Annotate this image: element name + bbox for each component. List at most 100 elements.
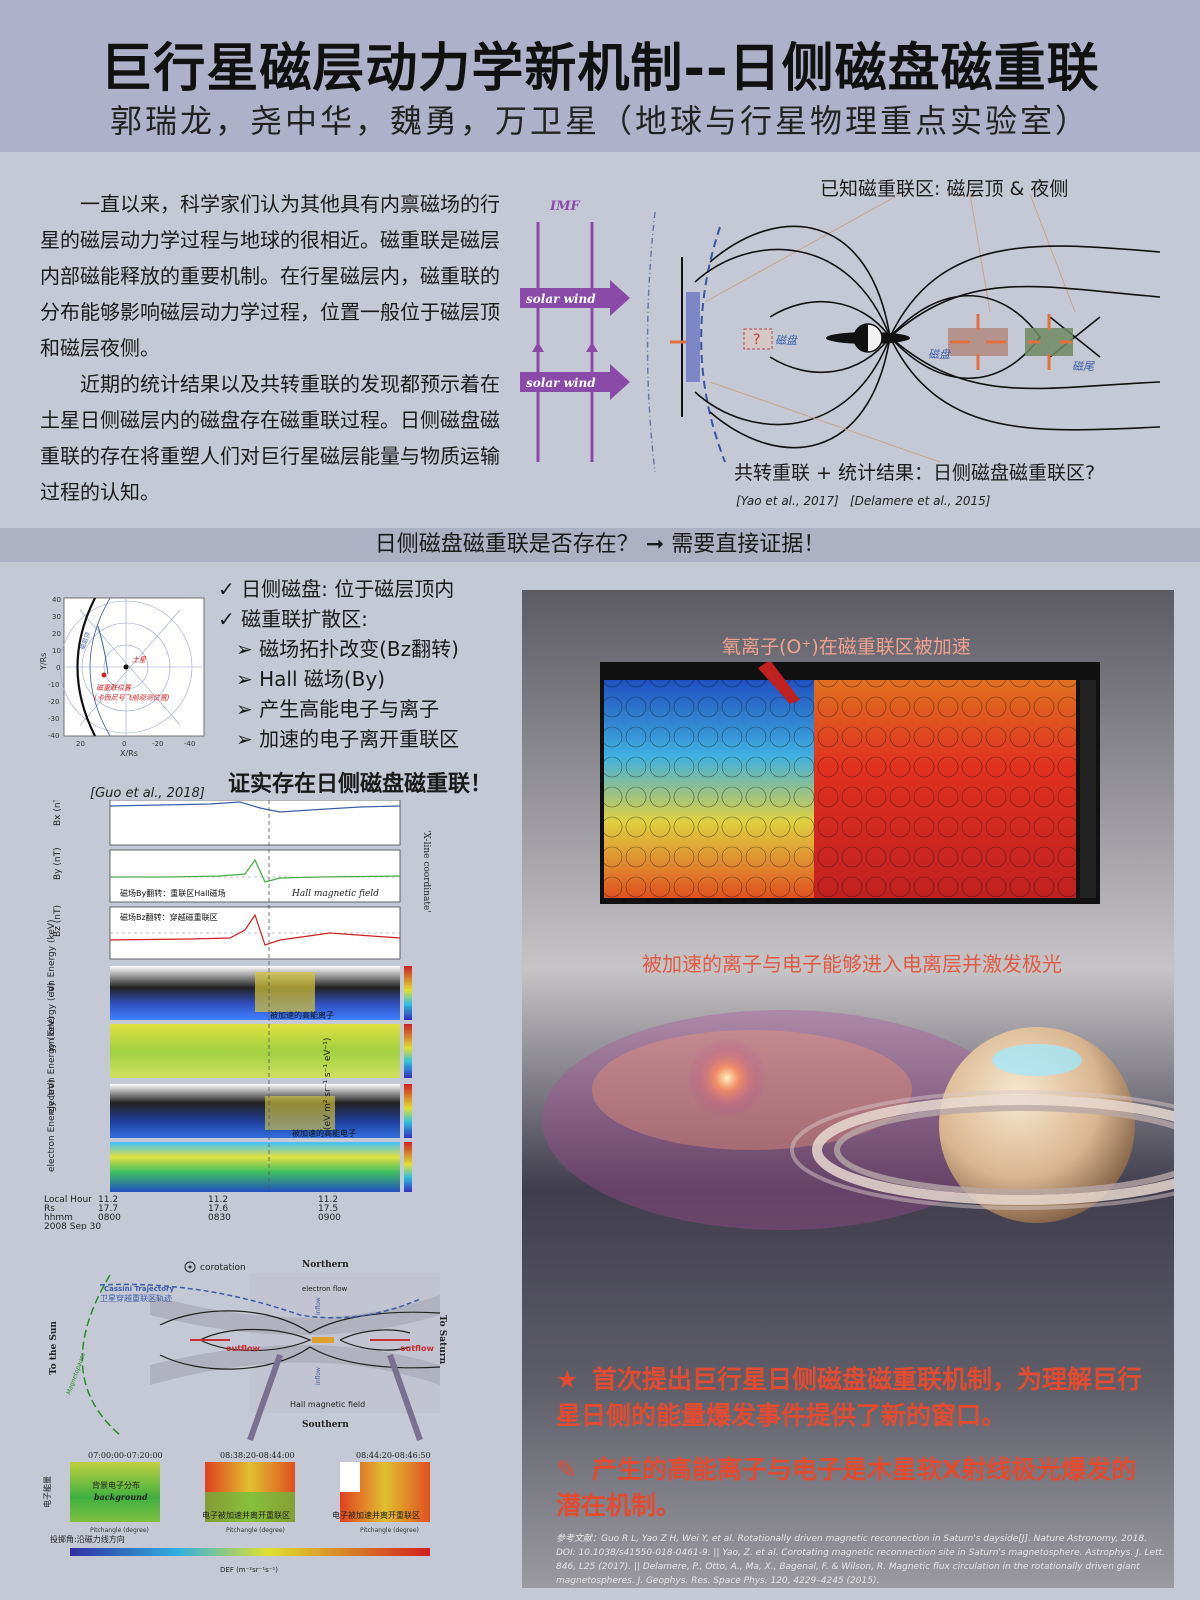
- ytick: 30: [52, 613, 61, 621]
- orbit-ylabel: Y/Rs: [40, 653, 48, 671]
- tail-label: 磁尾: [1072, 360, 1095, 373]
- time-tick: 17.5: [318, 1204, 338, 1214]
- pad-time-3: 08:44:20-08:46:50: [356, 1451, 431, 1460]
- xtick: 0: [122, 740, 126, 748]
- references: 参考文献：Guo R L, Yao Z H, Wei Y, et al. Rot…: [556, 1534, 1165, 1586]
- check-sub-1: ➢ 磁场拓扑改变(Bz翻转): [236, 637, 459, 661]
- ion-kev-label: ion Energy (keV): [47, 919, 57, 994]
- def-label: DEF (m⁻²sr⁻¹s⁻¹): [220, 1566, 278, 1574]
- check-item-2: ✓ 磁重联扩散区:: [218, 607, 368, 631]
- inflow-top-label: inflow: [315, 1297, 322, 1315]
- pad-note-1b: background: [94, 1492, 148, 1502]
- electron-note: 被加速的高能电子: [292, 1128, 356, 1138]
- pad-time-1: 07:00:00-07:20:00: [88, 1451, 163, 1460]
- time-tick: 11.2: [98, 1195, 118, 1205]
- by-note: 磁场By翻转：重联区Hall磁场: [120, 888, 226, 898]
- check-sub-4: ➢ 加速的电子离开重联区: [236, 727, 460, 751]
- pad-pitch-3: Pitchangle (degree): [360, 1527, 419, 1534]
- time-axis-label: Rs: [44, 1204, 55, 1214]
- header: 巨行星磁层动力学新机制--日侧磁盘磁重联 郭瑞龙，尧中华，魏勇，万卫星（地球与行…: [0, 0, 1200, 152]
- corotation-label: corotation: [200, 1263, 246, 1273]
- poster-title: 巨行星磁层动力学新机制--日侧磁盘磁重联: [100, 39, 1100, 99]
- time-tick: 0830: [208, 1213, 231, 1223]
- time-axis-label: Local Hour: [44, 1195, 92, 1205]
- observation-panels: Bx (nT) By (nT) Bz (nT) ion Energy (keV)…: [44, 800, 431, 1230]
- pad-note-2: 电子被加速并离开重联区: [202, 1510, 290, 1520]
- trajectory-cn-label: 卫星穿越重联区轨迹: [100, 1293, 172, 1303]
- hall-field-sketch-label: Hall magnetic field: [290, 1400, 365, 1409]
- by-label: By (nT): [53, 847, 63, 880]
- time-axis-label: 2008 Sep 30: [44, 1222, 101, 1230]
- check-item-1: ✓ 日侧磁盘: 位于磁层顶内: [218, 577, 455, 601]
- time-tick: 11.2: [318, 1195, 338, 1205]
- unknown-region-mark: ?: [753, 332, 760, 348]
- result-2: ✎ 产生的高能离子与电子是木星软X射线极光爆发的潜在机制。: [556, 1452, 1156, 1524]
- units-label: (eV m² sr⁻¹ s⁻¹ eV⁻¹): [323, 1038, 333, 1130]
- check-sub-3: ➢ 产生高能电子与离子: [236, 697, 440, 721]
- time-tick: 11.2: [208, 1195, 228, 1205]
- xtick: 20: [76, 740, 85, 748]
- time-tick: 0800: [98, 1213, 121, 1223]
- pad-pitch-1: Pitchangle (degree): [90, 1527, 149, 1534]
- question-band: 日侧磁盘磁重联是否存在？ ➞ 需要直接证据！: [0, 528, 1200, 562]
- solar-wind-label-2: solar wind: [526, 376, 596, 390]
- time-tick: 17.6: [208, 1204, 228, 1214]
- bx-label: Bx (nT): [53, 800, 63, 826]
- event-note: (卡西尼号飞船观测位置): [94, 694, 170, 702]
- ytick: 0: [56, 664, 60, 672]
- magnetopause-sketch-label: Magnetopause: [65, 1351, 87, 1395]
- bz-label: Bz (nT): [53, 905, 63, 937]
- time-tick: 0900: [318, 1213, 341, 1223]
- saturn-illustration: [542, 1010, 1174, 1230]
- inflow-bottom-label: inflow: [315, 1367, 322, 1385]
- cite-guo: [Guo et al., 2018]: [90, 786, 205, 801]
- electron-ev-label: electron Energy (eV): [47, 1079, 57, 1172]
- ytick: -40: [48, 732, 59, 740]
- result-1-text: 首次提出巨行星日侧磁盘磁重联机制，为理解巨行星日侧的能量爆发事件提供了新的窗口。: [556, 1365, 1143, 1430]
- to-saturn-label: To Saturn: [437, 1315, 447, 1365]
- evidence-conclusion: 证实存在日侧磁盘磁重联！: [228, 772, 493, 797]
- trajectory-label: Cassini Trajectory: [104, 1285, 174, 1293]
- xtick: -40: [184, 740, 195, 748]
- authors: 郭瑞龙，尧中华，魏勇，万卫星（地球与行星物理重点实验室）: [109, 102, 1090, 140]
- check-sub-2: ➢ Hall 磁场(By): [236, 667, 386, 691]
- ytick: 10: [52, 647, 61, 655]
- intro-text: 一直以来，科学家们认为其他具有内禀磁场的行星的磁层动力学过程与地球的很相近。磁重…: [40, 186, 510, 510]
- known-reconnection-label: 已知磁重联区: 磁层顶 & 夜侧: [820, 178, 1069, 200]
- to-sun-label: To the Sun: [49, 1321, 59, 1375]
- magnetosphere-diagram: IMF solar wind solar wind ? 磁盘 磁盘 磁尾: [520, 193, 1161, 473]
- star-icon: ★: [556, 1365, 579, 1394]
- pencil-icon: ✎: [556, 1455, 577, 1484]
- aurora-label: 被加速的离子与电子能够进入电离层并激发极光: [642, 952, 1062, 976]
- imf-label: IMF: [549, 199, 580, 214]
- orbit-xlabel: X/Rs: [120, 749, 138, 758]
- southern-label: Southern: [302, 1420, 349, 1430]
- bz-note: 磁场Bz翻转：穿越磁重联区: [120, 912, 218, 922]
- cite-yao: [Yao et al., 2017]: [736, 494, 839, 508]
- time-tick: 17.7: [98, 1204, 118, 1214]
- ytick: -20: [48, 698, 59, 706]
- evidence-checklist: ✓ 日侧磁盘: 位于磁层顶内 ✓ 磁重联扩散区: ➢ 磁场拓扑改变(Bz翻转) …: [218, 574, 538, 754]
- ytick: -30: [48, 715, 59, 723]
- hall-field-label: Hall magnetic field: [291, 889, 379, 899]
- ion-note: 被加速的高能离子: [270, 1010, 334, 1020]
- ion-ev-label: ion Energy (eV): [47, 982, 57, 1052]
- result-2-text: 产生的高能离子与电子是木星软X射线极光爆发的潜在机制。: [556, 1455, 1137, 1520]
- cite-delamere: [Delamere et al., 2015]: [850, 494, 991, 508]
- pad-note-1: 背景电子分布: [92, 1480, 140, 1490]
- ytick: 20: [52, 630, 61, 638]
- northern-label: Northern: [302, 1260, 349, 1270]
- pitch-angle-panels: 07:00:00-07:20:00 08:38:20-08:44:00 08:4…: [42, 1451, 431, 1574]
- saturn-label: 土星: [132, 656, 147, 664]
- event-label: 磁重联位置: [96, 684, 132, 692]
- ion-flux-heatmap: [600, 662, 1100, 904]
- corotating-reconnection-label: 共转重联 + 统计结果：日侧磁盘磁重联区?: [734, 462, 1096, 484]
- electron-kev-label: electron Energy (keV): [47, 1016, 57, 1114]
- pad-time-2: 08:38:20-08:44:00: [220, 1451, 295, 1460]
- solar-wind-label-1: solar wind: [526, 292, 596, 306]
- electron-flow-label: electron flow: [302, 1285, 348, 1293]
- orbit-plot: 土星 磁层顶 磁重联位置 (卡西尼号飞船观测位置) 40 30 20 10 0 …: [40, 596, 205, 758]
- disk-label-1: 磁盘: [775, 334, 799, 347]
- xline-label: 'X-line coordinate': [421, 830, 431, 913]
- disk-label-2: 磁盘: [928, 348, 952, 361]
